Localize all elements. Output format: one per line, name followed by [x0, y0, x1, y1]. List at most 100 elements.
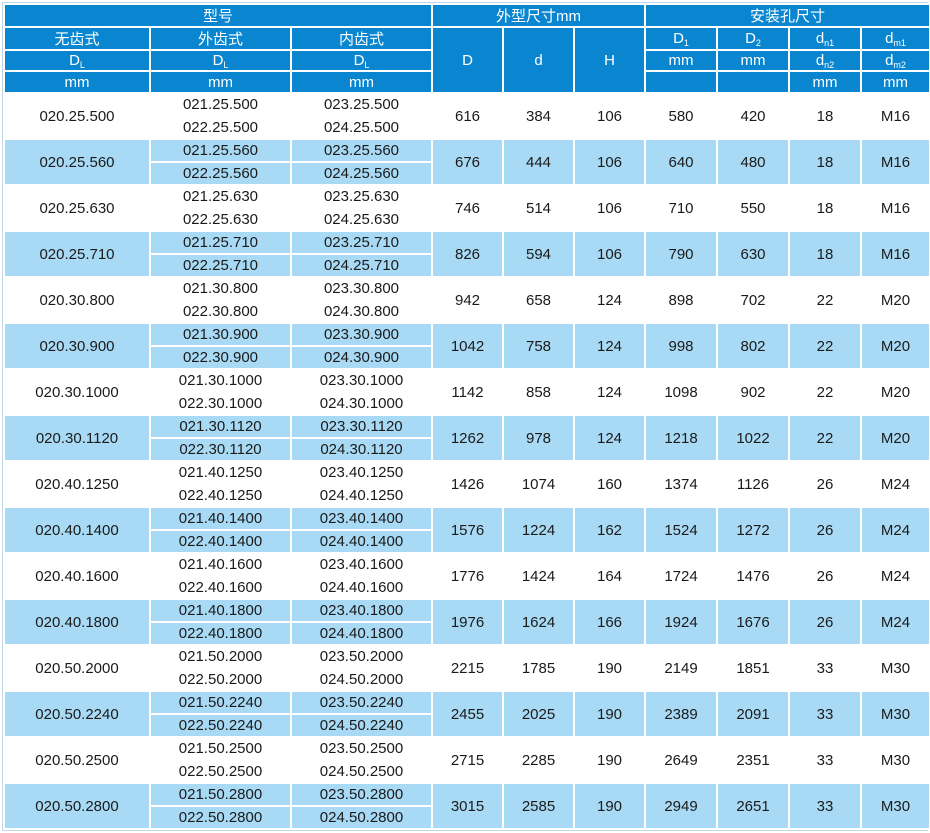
dim-d-cell: 594 [502, 230, 575, 278]
hole-D1-cell: 2389 [644, 690, 718, 738]
spec-row-top: 020.25.500 021.25.500 023.25.500 616 384 106 5… [3, 92, 930, 140]
model-internal-cell-bottom: 024.40.1250 [290, 483, 433, 508]
hole-D1-cell: 1724 [644, 552, 718, 600]
symbol-text: D [69, 52, 80, 69]
hole-dn-cell: 33 [788, 782, 862, 830]
spec-row-bottom: 022.25.560 024.25.560 [4, 161, 930, 186]
dim-D-cell: 1426 [431, 460, 504, 508]
model-gearless-cell: 020.40.1400 [3, 506, 151, 554]
symbol-text: D [353, 52, 365, 69]
model-internal-cell-top: 023.50.2500 [290, 736, 433, 761]
model-internal-cell-bottom: 024.30.800 [290, 299, 433, 324]
dim-D-cell: 1142 [431, 368, 504, 416]
dim-H-cell: 124 [573, 414, 646, 462]
model-internal-cell-top: 023.40.1800 [290, 598, 433, 623]
symbol-text: d [815, 52, 825, 69]
header-group-model: 型号 [3, 3, 433, 28]
model-internal-cell-top: 023.40.1250 [290, 460, 433, 485]
hole-dn-cell: 26 [788, 598, 862, 646]
model-external-cell-bottom: 022.30.800 [149, 299, 292, 324]
dim-D-cell: 1776 [431, 552, 504, 600]
dim-d-cell: 858 [502, 368, 575, 416]
dim-D-cell: 746 [431, 184, 504, 232]
hole-dm-cell: M30 [859, 736, 930, 784]
hole-D2-cell: 902 [716, 368, 790, 416]
model-external-cell-bottom: 022.50.2240 [149, 713, 292, 738]
spec-row-bottom: 022.40.1250 024.40.1250 [4, 483, 930, 508]
header-type-row: 无齿式 外齿式 内齿式 D d H D1 D2 dn1 dm1 [3, 26, 930, 94]
dim-d-cell: 1074 [502, 460, 575, 508]
hole-dn-cell: 22 [788, 322, 862, 370]
hole-dm-cell: M30 [859, 782, 930, 830]
spec-row-top: 020.40.1800 021.40.1800 023.40.1800 1976 162… [3, 598, 930, 646]
col-header-D: D [431, 26, 504, 94]
spec-row-bottom: 022.50.2800 024.50.2800 [4, 805, 930, 830]
dim-d-cell: 1424 [502, 552, 575, 600]
model-external-cell-bottom: 022.25.500 [149, 115, 292, 140]
dim-d-cell: 2585 [502, 782, 575, 830]
symbol-subscript: L [79, 60, 85, 70]
hole-dn-cell: 26 [788, 460, 862, 508]
dim-H-cell: 160 [573, 460, 646, 508]
hole-dn-cell: 22 [788, 368, 862, 416]
header-group-mount-holes: 安装孔尺寸 [643, 3, 930, 28]
spec-row-bottom: 022.50.2500 024.50.2500 [4, 759, 930, 784]
col-header-H: H [573, 26, 646, 94]
model-external-cell-top: 021.25.500 [149, 92, 292, 117]
model-external-cell-bottom: 022.40.1400 [149, 529, 292, 554]
spec-row-bottom: 022.40.1400 024.40.1400 [4, 529, 930, 554]
spec-row-top: 020.25.560 021.25.560 023.25.560 676 444 106 6… [3, 138, 930, 186]
model-external-cell-top: 021.50.2000 [149, 644, 292, 669]
spec-row-top: 020.30.1000 021.30.1000 023.30.1000 1142 858… [3, 368, 930, 416]
model-gearless-cell: 020.25.710 [3, 230, 151, 278]
col-header-dm1: dm1 [859, 26, 930, 51]
hole-dm-cell: M20 [859, 414, 930, 462]
hole-D2-cell: 2651 [716, 782, 790, 830]
model-external-cell-top: 021.25.710 [149, 230, 292, 255]
dim-H-cell: 164 [573, 552, 646, 600]
hole-D2-cell: 2351 [716, 736, 790, 784]
model-external-cell-top: 021.25.630 [149, 184, 292, 209]
model-external-cell-top: 021.30.1000 [149, 368, 292, 393]
col-header-D1: D1 [644, 26, 718, 51]
hole-D1-cell: 1374 [644, 460, 718, 508]
model-external-cell-bottom: 022.40.1250 [149, 483, 292, 508]
model-internal-cell-top: 023.25.710 [290, 230, 433, 255]
model-external-cell-bottom: 022.25.560 [149, 161, 292, 186]
model-internal-cell-top: 023.50.2240 [290, 690, 433, 715]
model-external-cell-bottom: 022.25.710 [149, 253, 292, 278]
hole-D1-cell: 1524 [644, 506, 718, 554]
hole-dn-cell: 18 [788, 138, 862, 186]
col-header-external-gear: 外齿式 [149, 26, 292, 51]
header-unit-row: mm mm mm mm mm [3, 70, 930, 94]
col-header-dn2: dn2 [788, 49, 862, 72]
symbol-subscript: n2 [824, 60, 835, 70]
spec-row-top: 020.50.2800 021.50.2800 023.50.2800 3015 258… [3, 782, 930, 830]
hole-dn-cell: 18 [788, 230, 862, 278]
model-external-cell-top: 021.40.1400 [149, 506, 292, 531]
hole-dn-cell: 26 [788, 506, 862, 554]
model-internal-cell-bottom: 024.25.500 [290, 115, 433, 140]
model-gearless-cell: 020.30.1000 [3, 368, 151, 416]
hole-dn-cell: 18 [788, 92, 862, 140]
spec-row-top: 020.25.630 021.25.630 023.25.630 746 514 106 7… [3, 184, 930, 232]
model-internal-cell-bottom: 024.50.2000 [290, 667, 433, 692]
dim-D-cell: 2715 [431, 736, 504, 784]
hole-dm-cell: M16 [859, 230, 930, 278]
model-internal-cell-bottom: 024.30.1120 [290, 437, 433, 462]
hole-dm-cell: M20 [859, 322, 930, 370]
hole-D2-cell: 550 [716, 184, 790, 232]
dim-H-cell: 124 [573, 368, 646, 416]
dim-D-cell: 616 [431, 92, 504, 140]
model-internal-cell-bottom: 024.40.1800 [290, 621, 433, 646]
dim-D-cell: 2215 [431, 644, 504, 692]
col-symbol-external-gear: DL [149, 49, 292, 72]
model-internal-cell-top: 023.30.1120 [290, 414, 433, 439]
dim-D-cell: 676 [431, 138, 504, 186]
model-internal-cell-top: 023.40.1600 [290, 552, 433, 577]
symbol-text: D [673, 30, 684, 47]
model-external-cell-top: 021.40.1250 [149, 460, 292, 485]
dim-D-cell: 1576 [431, 506, 504, 554]
dim-H-cell: 190 [573, 782, 646, 830]
spec-row-bottom: 022.30.1120 024.30.1120 [4, 437, 930, 462]
